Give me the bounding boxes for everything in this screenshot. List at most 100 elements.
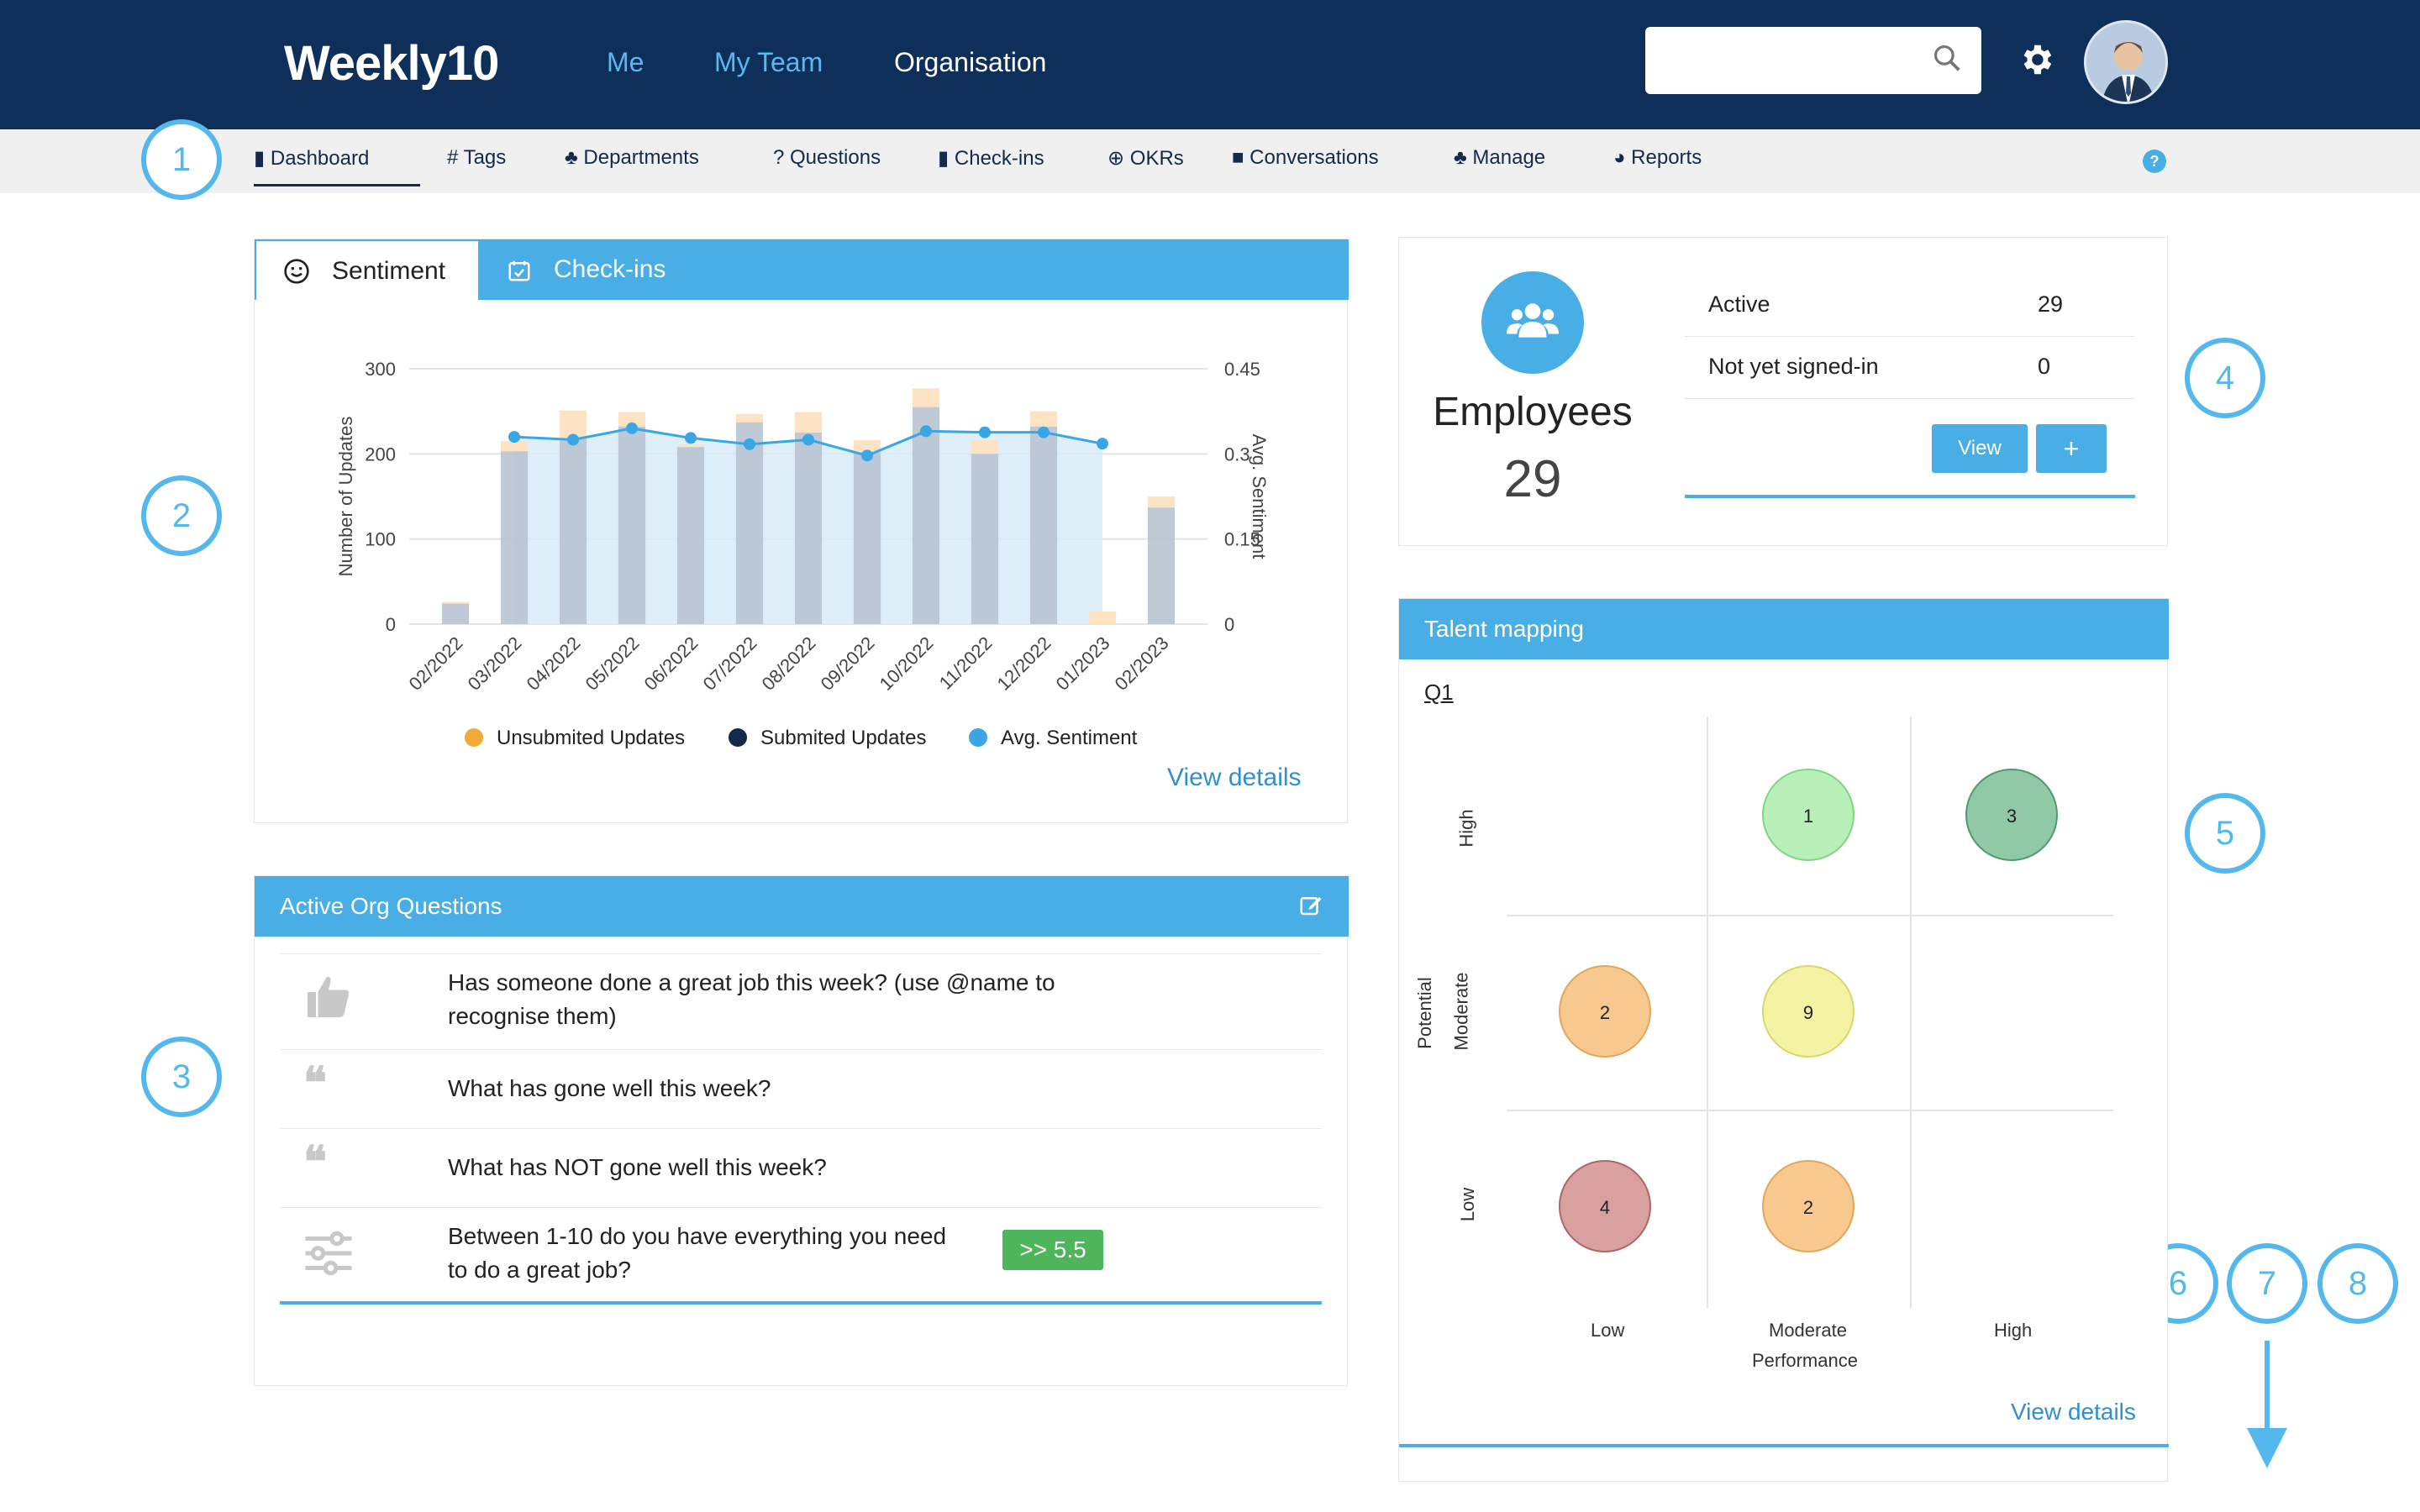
user-avatar[interactable] — [2084, 20, 2168, 104]
tab-questions[interactable]: ? Questions — [773, 146, 881, 169]
thumbs-up-icon — [303, 973, 354, 1031]
sentiment-point — [685, 432, 697, 444]
x-tick-label: 01/2023 — [1052, 633, 1114, 695]
grid-divider — [1707, 717, 1708, 1308]
tab-check-ins-label: Check-ins — [954, 147, 1044, 170]
potential-moderate-label: Moderate — [1450, 972, 1472, 1051]
unsubmitted-bar — [676, 444, 705, 448]
unsubmitted-bar — [971, 440, 999, 454]
talent-bubble-high-moderate[interactable]: 1 — [1762, 769, 1854, 861]
tab-conversations[interactable]: ■ Conversations — [1232, 146, 1379, 170]
talent-view-details-link[interactable]: View details — [2011, 1399, 2136, 1425]
question-text: What has gone well this week? — [448, 1075, 771, 1101]
tab-manage[interactable]: ♣ Manage — [1454, 146, 1545, 170]
add-employee-button[interactable]: + — [2036, 424, 2107, 473]
help-icon[interactable]: ? — [2143, 150, 2166, 173]
sentiment-point — [802, 433, 814, 446]
tab-sentiment[interactable]: Sentiment — [255, 239, 480, 300]
sentiment-point — [861, 449, 873, 462]
employees-count: 29 — [1503, 450, 1562, 508]
callout-5: 5 — [2185, 793, 2265, 874]
submitted-bar — [676, 447, 705, 624]
sentiment-point — [567, 433, 579, 446]
tab-sentiment-label: Sentiment — [332, 257, 446, 285]
sliders-icon — [303, 1230, 354, 1288]
questions-card-header: Active Org Questions — [255, 876, 1349, 937]
legend-avg-sentiment[interactable]: Avg. Sentiment — [969, 727, 1137, 750]
period-link[interactable]: Q1 — [1424, 680, 1454, 705]
question-text: Has someone done a great job this week? … — [448, 966, 1055, 1033]
x-tick-label: 06/2022 — [640, 633, 702, 695]
down-arrow-icon — [2247, 1341, 2287, 1468]
talent-bubble-low-moderate[interactable]: 2 — [1762, 1160, 1854, 1252]
unsubmitted-bar — [794, 412, 823, 433]
tab-dashboard[interactable]: ▮ Dashboard — [254, 146, 420, 186]
performance-high-label: High — [1994, 1320, 2033, 1341]
sentiment-point — [979, 426, 991, 438]
question-row[interactable]: ❝ What has gone well this week? — [280, 1049, 1322, 1128]
questions-card-title: Active Org Questions — [280, 893, 502, 919]
question-row[interactable]: ❝ What has NOT gone well this week? — [280, 1128, 1322, 1207]
employees-title: Employees — [1433, 390, 1633, 434]
question-row[interactable]: Has someone done a great job this week? … — [280, 953, 1322, 1049]
x-tick-label: 07/2022 — [699, 633, 761, 695]
view-employees-button[interactable]: View — [1932, 424, 2028, 473]
submitted-bar — [559, 438, 587, 624]
question-line-2: recognise them) — [448, 1003, 617, 1029]
search-icon[interactable] — [1931, 42, 1963, 74]
legend-dot-submitted — [729, 728, 747, 747]
y2-tick-label: 0.45 — [1224, 359, 1260, 380]
clipboard-icon: ▮ — [254, 147, 266, 170]
tab-departments[interactable]: ♣ Departments — [565, 146, 699, 170]
talent-bubble-moderate-moderate[interactable]: 9 — [1762, 965, 1854, 1058]
tab-reports[interactable]: ◕ Reports — [1613, 146, 1702, 170]
nav-my-team[interactable]: My Team — [714, 47, 823, 77]
talent-mapping-header: Talent mapping — [1399, 599, 2169, 659]
gear-icon[interactable] — [2017, 40, 2055, 79]
section-tabs: ▮ Dashboard # Tags ♣ Departments ? Quest… — [0, 129, 2420, 193]
talent-bubble-moderate-low[interactable]: 2 — [1559, 965, 1651, 1058]
callout-8: 8 — [2317, 1243, 2398, 1324]
nav-organisation[interactable]: Organisation — [894, 47, 1047, 77]
active-value: 29 — [2038, 291, 2064, 317]
y-tick-label: 300 — [365, 359, 396, 380]
talent-bubble-high-high[interactable]: 3 — [1965, 769, 2058, 861]
employees-card: Employees 29 Active 29 Not yet signed-in… — [1398, 237, 2168, 546]
x-tick-label: 09/2022 — [817, 633, 879, 695]
grid-divider — [1507, 915, 2113, 916]
tab-check-ins[interactable]: ▮ Check-ins — [938, 146, 1044, 171]
tab-okrs[interactable]: ⊕ OKRs — [1107, 146, 1184, 171]
performance-moderate-label: Moderate — [1769, 1320, 1847, 1341]
y2-tick-label: 0.3 — [1224, 444, 1250, 465]
sentiment-view-details-link[interactable]: View details — [1167, 764, 1302, 791]
nav-me[interactable]: Me — [607, 47, 644, 77]
legend-unsubmitted[interactable]: Unsubmited Updates — [465, 727, 685, 750]
search-input[interactable] — [1645, 27, 1981, 94]
employees-not-signed-in-row: Not yet signed-in 0 — [1685, 337, 2135, 399]
callout-2: 2 — [141, 475, 222, 556]
talent-bubble-low-low[interactable]: 4 — [1559, 1160, 1651, 1252]
clipboard-icon: ▮ — [938, 147, 950, 170]
y-axis-label: Number of Updates — [335, 417, 356, 577]
quote-icon: ❝ — [303, 1059, 327, 1108]
submitted-bar — [1147, 507, 1176, 624]
tab-conversations-label: Conversations — [1249, 146, 1379, 169]
user-photo-icon — [2086, 23, 2165, 102]
y-tick-label: 200 — [365, 444, 396, 465]
legend-submitted[interactable]: Submited Updates — [729, 727, 926, 750]
x-tick-label: 11/2022 — [935, 633, 997, 694]
unsubmitted-bar — [735, 413, 764, 423]
question-line-2: to do a great job? — [448, 1257, 631, 1283]
question-row[interactable]: Between 1-10 do you have everything you … — [280, 1207, 1322, 1305]
active-org-questions-card: Active Org Questions Has someone done a … — [254, 875, 1349, 1386]
weekly10-logo[interactable]: Weekly10 — [284, 36, 499, 91]
potential-low-label: Low — [1457, 1187, 1479, 1222]
tab-manage-label: Manage — [1472, 146, 1546, 169]
unsubmitted-bar — [1088, 611, 1117, 624]
sitemap-icon: ♣ — [1454, 146, 1467, 169]
tab-tags[interactable]: # Tags — [447, 146, 507, 169]
y-tick-label: 0 — [386, 614, 396, 635]
tab-check-ins-chart[interactable]: Check-ins — [481, 239, 734, 300]
edit-icon[interactable] — [1298, 893, 1323, 918]
submitted-bar — [441, 603, 470, 624]
